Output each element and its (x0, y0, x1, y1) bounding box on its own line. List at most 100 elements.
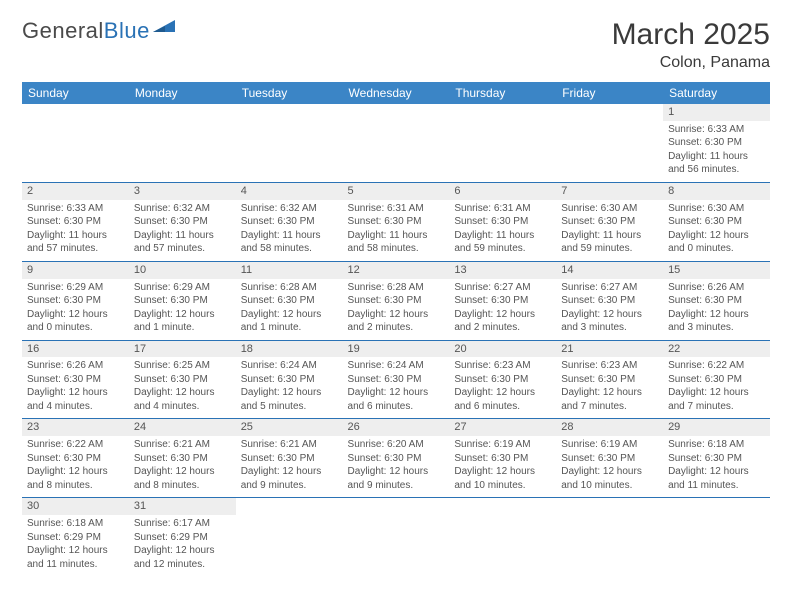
sunrise-text: Sunrise: 6:22 AM (668, 359, 765, 373)
day-number: 3 (129, 183, 236, 200)
day-number: 23 (22, 419, 129, 436)
calendar-cell: 11Sunrise: 6:28 AMSunset: 6:30 PMDayligh… (236, 261, 343, 340)
sunset-text: Sunset: 6:30 PM (241, 373, 338, 387)
daylight-text: Daylight: 12 hours and 2 minutes. (348, 308, 445, 335)
calendar-cell (343, 104, 450, 182)
sunrise-text: Sunrise: 6:26 AM (668, 281, 765, 295)
calendar-cell: 24Sunrise: 6:21 AMSunset: 6:30 PMDayligh… (129, 419, 236, 498)
calendar-week: 23Sunrise: 6:22 AMSunset: 6:30 PMDayligh… (22, 419, 770, 498)
daylight-text: Daylight: 12 hours and 1 minute. (241, 308, 338, 335)
daylight-text: Daylight: 12 hours and 1 minute. (134, 308, 231, 335)
day-number: 4 (236, 183, 343, 200)
daylight-text: Daylight: 11 hours and 57 minutes. (134, 229, 231, 256)
calendar-body: 1Sunrise: 6:33 AMSunset: 6:30 PMDaylight… (22, 104, 770, 576)
daylight-text: Daylight: 12 hours and 6 minutes. (454, 386, 551, 413)
sunset-text: Sunset: 6:30 PM (348, 215, 445, 229)
day-number: 9 (22, 262, 129, 279)
sunset-text: Sunset: 6:29 PM (134, 531, 231, 545)
sunset-text: Sunset: 6:30 PM (668, 373, 765, 387)
day-number: 31 (129, 498, 236, 515)
daylight-text: Daylight: 12 hours and 10 minutes. (454, 465, 551, 492)
sunrise-text: Sunrise: 6:31 AM (348, 202, 445, 216)
sunrise-text: Sunrise: 6:18 AM (668, 438, 765, 452)
sunset-text: Sunset: 6:30 PM (241, 294, 338, 308)
sunrise-text: Sunrise: 6:19 AM (454, 438, 551, 452)
calendar-cell: 20Sunrise: 6:23 AMSunset: 6:30 PMDayligh… (449, 340, 556, 419)
calendar-cell: 10Sunrise: 6:29 AMSunset: 6:30 PMDayligh… (129, 261, 236, 340)
daylight-text: Daylight: 12 hours and 4 minutes. (134, 386, 231, 413)
calendar-cell: 9Sunrise: 6:29 AMSunset: 6:30 PMDaylight… (22, 261, 129, 340)
logo-part1: General (22, 18, 104, 44)
daylight-text: Daylight: 12 hours and 11 minutes. (668, 465, 765, 492)
calendar-cell: 13Sunrise: 6:27 AMSunset: 6:30 PMDayligh… (449, 261, 556, 340)
calendar-cell: 29Sunrise: 6:18 AMSunset: 6:30 PMDayligh… (663, 419, 770, 498)
calendar-cell: 8Sunrise: 6:30 AMSunset: 6:30 PMDaylight… (663, 182, 770, 261)
day-number: 7 (556, 183, 663, 200)
calendar-cell (129, 104, 236, 182)
calendar-cell (449, 104, 556, 182)
sunrise-text: Sunrise: 6:18 AM (27, 517, 124, 531)
calendar-cell (663, 498, 770, 576)
sunset-text: Sunset: 6:30 PM (134, 452, 231, 466)
sunset-text: Sunset: 6:30 PM (561, 452, 658, 466)
day-number: 10 (129, 262, 236, 279)
calendar-cell: 4Sunrise: 6:32 AMSunset: 6:30 PMDaylight… (236, 182, 343, 261)
calendar-cell: 6Sunrise: 6:31 AMSunset: 6:30 PMDaylight… (449, 182, 556, 261)
sunset-text: Sunset: 6:30 PM (27, 452, 124, 466)
calendar-cell: 22Sunrise: 6:22 AMSunset: 6:30 PMDayligh… (663, 340, 770, 419)
sunset-text: Sunset: 6:30 PM (561, 215, 658, 229)
sunset-text: Sunset: 6:30 PM (27, 215, 124, 229)
daylight-text: Daylight: 12 hours and 6 minutes. (348, 386, 445, 413)
calendar-cell (236, 498, 343, 576)
calendar-cell: 3Sunrise: 6:32 AMSunset: 6:30 PMDaylight… (129, 182, 236, 261)
sunrise-text: Sunrise: 6:22 AM (27, 438, 124, 452)
calendar-cell: 21Sunrise: 6:23 AMSunset: 6:30 PMDayligh… (556, 340, 663, 419)
calendar-table: SundayMondayTuesdayWednesdayThursdayFrid… (22, 82, 770, 576)
daylight-text: Daylight: 11 hours and 57 minutes. (27, 229, 124, 256)
day-header: Monday (129, 82, 236, 104)
sunrise-text: Sunrise: 6:23 AM (454, 359, 551, 373)
calendar-cell: 7Sunrise: 6:30 AMSunset: 6:30 PMDaylight… (556, 182, 663, 261)
day-header: Saturday (663, 82, 770, 104)
calendar-week: 16Sunrise: 6:26 AMSunset: 6:30 PMDayligh… (22, 340, 770, 419)
daylight-text: Daylight: 11 hours and 56 minutes. (668, 150, 765, 177)
sunset-text: Sunset: 6:30 PM (561, 294, 658, 308)
sunset-text: Sunset: 6:30 PM (348, 452, 445, 466)
day-number: 28 (556, 419, 663, 436)
sunset-text: Sunset: 6:30 PM (134, 215, 231, 229)
daylight-text: Daylight: 12 hours and 4 minutes. (27, 386, 124, 413)
day-number: 17 (129, 341, 236, 358)
sunset-text: Sunset: 6:30 PM (668, 452, 765, 466)
day-number: 18 (236, 341, 343, 358)
sunrise-text: Sunrise: 6:21 AM (134, 438, 231, 452)
sunset-text: Sunset: 6:30 PM (27, 373, 124, 387)
sunrise-text: Sunrise: 6:31 AM (454, 202, 551, 216)
sunrise-text: Sunrise: 6:25 AM (134, 359, 231, 373)
days-of-week-row: SundayMondayTuesdayWednesdayThursdayFrid… (22, 82, 770, 104)
daylight-text: Daylight: 12 hours and 9 minutes. (241, 465, 338, 492)
day-number: 13 (449, 262, 556, 279)
daylight-text: Daylight: 12 hours and 3 minutes. (561, 308, 658, 335)
day-number: 1 (663, 104, 770, 121)
logo-part2: Blue (104, 18, 150, 44)
calendar-cell: 23Sunrise: 6:22 AMSunset: 6:30 PMDayligh… (22, 419, 129, 498)
sunset-text: Sunset: 6:30 PM (348, 294, 445, 308)
daylight-text: Daylight: 12 hours and 9 minutes. (348, 465, 445, 492)
daylight-text: Daylight: 12 hours and 11 minutes. (27, 544, 124, 571)
sunrise-text: Sunrise: 6:23 AM (561, 359, 658, 373)
calendar-cell: 15Sunrise: 6:26 AMSunset: 6:30 PMDayligh… (663, 261, 770, 340)
calendar-cell (449, 498, 556, 576)
sunrise-text: Sunrise: 6:27 AM (561, 281, 658, 295)
day-header: Tuesday (236, 82, 343, 104)
calendar-cell: 27Sunrise: 6:19 AMSunset: 6:30 PMDayligh… (449, 419, 556, 498)
sunset-text: Sunset: 6:30 PM (348, 373, 445, 387)
sunrise-text: Sunrise: 6:21 AM (241, 438, 338, 452)
sunset-text: Sunset: 6:30 PM (668, 136, 765, 150)
sunset-text: Sunset: 6:30 PM (241, 452, 338, 466)
sunrise-text: Sunrise: 6:30 AM (561, 202, 658, 216)
day-number: 25 (236, 419, 343, 436)
sunrise-text: Sunrise: 6:26 AM (27, 359, 124, 373)
sunrise-text: Sunrise: 6:20 AM (348, 438, 445, 452)
daylight-text: Daylight: 12 hours and 0 minutes. (668, 229, 765, 256)
day-number: 24 (129, 419, 236, 436)
